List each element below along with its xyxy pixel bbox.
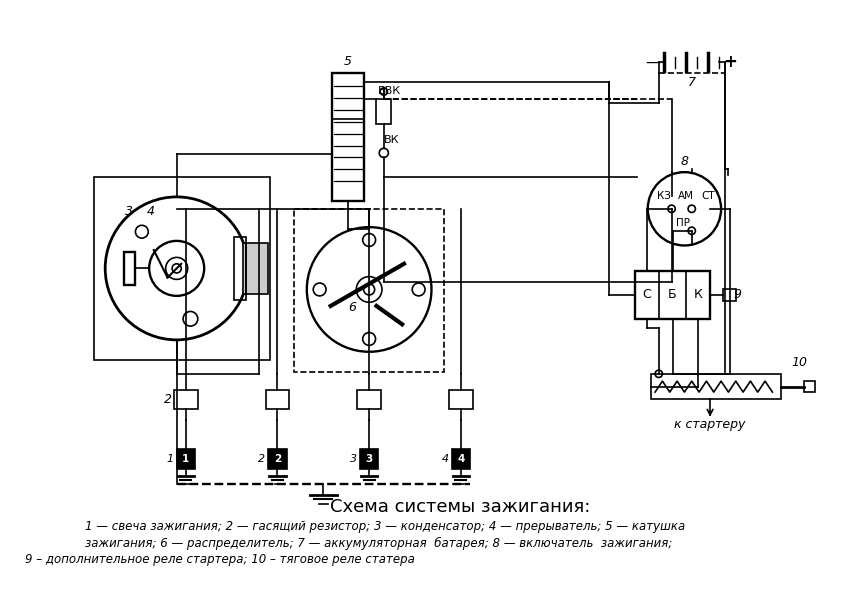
Bar <box>268 449 287 469</box>
Bar <box>360 449 378 469</box>
Text: 9: 9 <box>733 288 740 301</box>
Text: 5: 5 <box>344 55 351 68</box>
Text: К: К <box>693 288 702 301</box>
Bar <box>174 390 198 409</box>
Bar <box>332 73 363 202</box>
Text: 4: 4 <box>147 205 155 218</box>
Text: СТ: СТ <box>700 191 714 201</box>
Bar <box>650 374 780 400</box>
Text: 3: 3 <box>365 454 372 464</box>
Text: 2: 2 <box>165 393 172 406</box>
Circle shape <box>667 205 675 213</box>
Text: БВК: БВК <box>377 87 400 97</box>
Text: 4: 4 <box>441 454 448 464</box>
Bar <box>634 271 709 319</box>
Text: КЗ: КЗ <box>657 191 670 201</box>
Text: 3: 3 <box>350 454 357 464</box>
Bar <box>124 252 135 285</box>
Text: к стартеру: к стартеру <box>674 418 745 431</box>
Text: 1: 1 <box>166 454 174 464</box>
Text: 7: 7 <box>687 76 695 89</box>
Text: ВК: ВК <box>383 135 398 145</box>
Text: 1 — свеча зажигания; 2 — гасящий резистор; 3 — конденсатор; 4 — прерыватель; 5 —: 1 — свеча зажигания; 2 — гасящий резисто… <box>85 521 684 533</box>
Bar <box>722 288 735 301</box>
Text: 2: 2 <box>274 454 281 464</box>
Text: 4: 4 <box>456 454 464 464</box>
Circle shape <box>688 205 694 213</box>
Bar <box>94 177 270 360</box>
Text: 10: 10 <box>790 356 806 369</box>
Text: +: + <box>722 53 736 71</box>
Text: АМ: АМ <box>677 191 693 201</box>
Bar <box>293 209 444 372</box>
Bar <box>265 390 289 409</box>
Text: С: С <box>641 288 651 301</box>
Bar <box>803 381 814 392</box>
Text: ПР: ПР <box>675 219 688 229</box>
Text: 6: 6 <box>348 301 357 314</box>
Bar <box>449 390 473 409</box>
Text: зажигания; 6 — распределитель; 7 — аккумуляторная  батарея; 8 — включатель  зажи: зажигания; 6 — распределитель; 7 — аккум… <box>85 537 671 550</box>
Bar <box>242 243 268 294</box>
Text: 1: 1 <box>182 454 189 464</box>
Text: 8: 8 <box>680 155 688 167</box>
Text: 3: 3 <box>125 205 133 218</box>
Text: 2: 2 <box>258 454 265 464</box>
Text: Схема системы зажигания:: Схема системы зажигания: <box>329 499 589 516</box>
Bar <box>233 237 246 299</box>
Bar <box>451 449 469 469</box>
Text: Б: Б <box>667 288 676 301</box>
Bar <box>376 99 391 125</box>
Bar <box>357 390 380 409</box>
Text: —: — <box>645 54 660 70</box>
Bar <box>177 449 194 469</box>
Text: 9 – дополнительное реле стартера; 10 – тяговое реле статера: 9 – дополнительное реле стартера; 10 – т… <box>25 554 415 566</box>
Circle shape <box>688 227 694 235</box>
